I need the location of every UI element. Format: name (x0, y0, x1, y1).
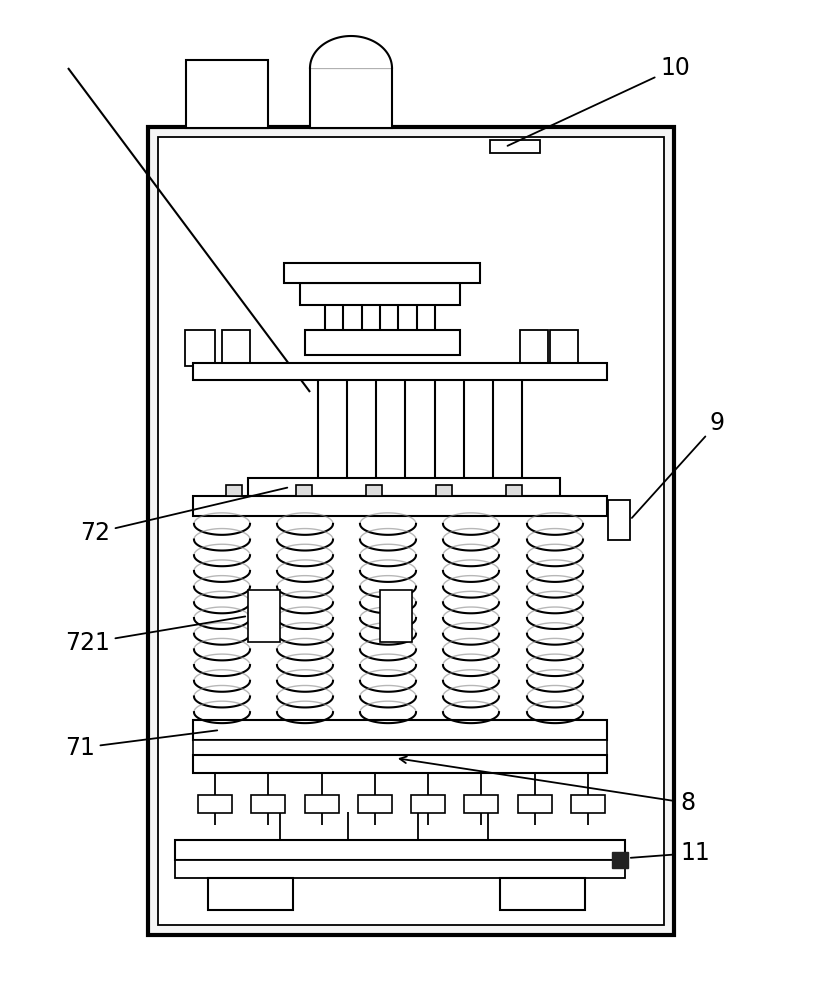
Bar (608, 500, 630, 540)
Bar (366, 485, 382, 496)
Bar (175, 840, 625, 860)
Bar (193, 740, 607, 755)
Bar (305, 330, 460, 355)
Bar (296, 485, 312, 496)
Bar (198, 795, 232, 813)
Text: 721: 721 (65, 616, 245, 655)
Bar (148, 127, 674, 935)
Bar (506, 485, 522, 496)
Bar (436, 485, 452, 496)
Bar (186, 60, 268, 128)
Bar (571, 795, 605, 813)
Text: 71: 71 (65, 730, 217, 760)
Bar (251, 795, 286, 813)
Bar (612, 852, 628, 868)
Bar (185, 330, 215, 366)
Bar (175, 860, 625, 878)
Bar (284, 263, 480, 283)
Bar (310, 68, 392, 128)
Text: 72: 72 (80, 488, 287, 545)
Bar (520, 330, 548, 366)
Bar (193, 363, 607, 380)
Polygon shape (310, 36, 392, 68)
Bar (248, 590, 280, 642)
Bar (500, 878, 585, 910)
Bar (412, 795, 445, 813)
Bar (248, 478, 560, 496)
Bar (380, 590, 412, 642)
Bar (358, 795, 392, 813)
Text: 9: 9 (632, 411, 725, 518)
Bar (464, 795, 499, 813)
Bar (208, 878, 293, 910)
Bar (550, 330, 578, 366)
Text: 8: 8 (400, 756, 695, 815)
Bar (158, 137, 664, 925)
Bar (222, 330, 250, 366)
Bar (193, 720, 607, 740)
Text: 10: 10 (508, 56, 690, 146)
Text: 11: 11 (630, 841, 709, 865)
Bar (193, 755, 607, 773)
Bar (518, 795, 551, 813)
Bar (226, 485, 242, 496)
Bar (193, 496, 607, 516)
Bar (300, 283, 460, 305)
Bar (305, 795, 338, 813)
Bar (490, 140, 540, 153)
